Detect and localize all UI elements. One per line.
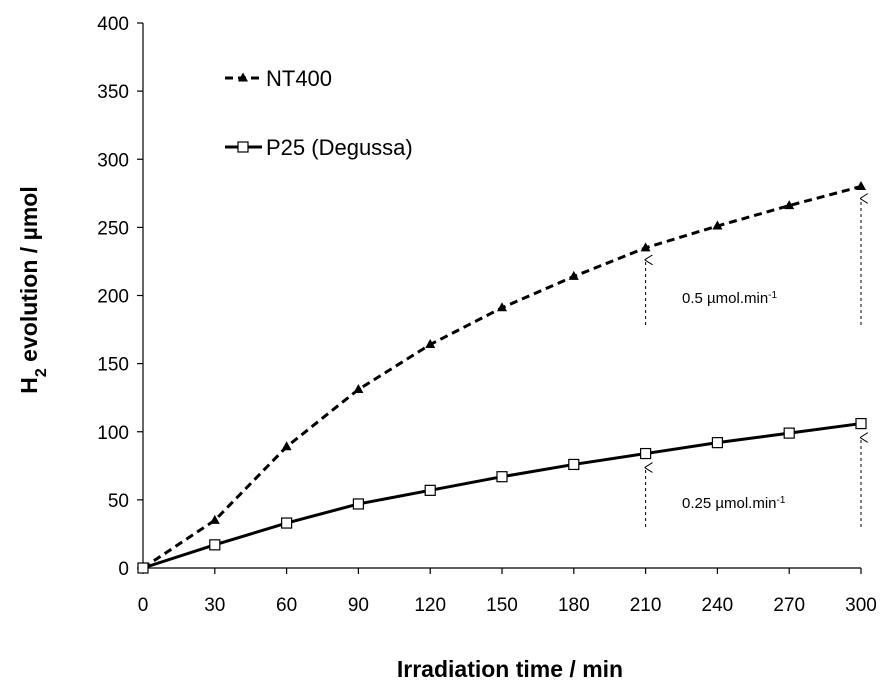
x-tick-label: 210 [630,595,662,616]
data-point [281,441,292,451]
y-axis-title-subscript: 2 [33,368,50,377]
x-tick-label: 90 [348,595,369,616]
data-point [568,270,579,280]
legend-label: NT400 [266,66,332,91]
rate-label-main: 0.5 µmol.min [682,290,768,307]
data-point [425,339,436,349]
data-point [497,302,507,312]
rate-label: 0.25 µmol.min-1 [682,495,786,513]
data-point [209,539,221,551]
x-tick-label: 120 [414,595,446,616]
x-tick-label: 180 [558,595,590,616]
y-tick-label: 400 [97,14,129,35]
x-tick-label: 270 [773,595,805,616]
data-point [568,458,580,471]
y-tick-label: 350 [97,82,129,103]
data-point [639,447,652,460]
x-axis-title: Irradiation time / min [397,656,623,682]
x-tick-label: 300 [845,595,877,616]
axes: 0 50 100 150 200 250 300 350 400 0 30 60 90 120 150 180… [97,14,877,616]
y-tick-label: 0 [118,559,129,580]
y-tick-label: 50 [108,491,129,512]
data-point [281,517,293,529]
data-point [784,200,795,210]
legend-item-2: P25 (Degussa) [225,135,413,160]
data-point [424,484,436,496]
rate-label-main: 0.25 µmol.min [682,495,777,512]
data-point [353,384,364,394]
legend-label: P25 (Degussa) [266,135,413,160]
data-point [496,471,508,483]
y-tick-label: 100 [97,423,129,444]
series-1 [138,181,866,572]
series-2 [137,417,867,574]
x-tick-label: 150 [486,595,518,616]
data-point [352,498,364,510]
data-point [640,242,651,252]
y-axis-title-main: H [16,377,42,394]
annotation-layer: 0.5 µmol.min-10.25 µmol.min-1 [646,199,861,527]
y-tick-label: 250 [97,218,129,239]
legend-marker [237,141,249,153]
data-point [209,514,220,524]
y-tick-label: 200 [97,287,129,308]
series-layer [137,181,867,574]
x-tick-label: 0 [138,595,149,616]
y-tick-label: 150 [97,355,129,376]
y-tick-label: 300 [97,150,129,171]
rate-label-superscript: -1 [768,290,777,301]
rate-label: 0.5 µmol.min-1 [682,290,778,308]
legend-marker [238,72,248,82]
x-tick-label: 30 [204,595,225,616]
rate-annotation-1: 0.5 µmol.min-1 [646,199,861,325]
y-axis-title: H2 evolution / µmol [16,186,50,393]
data-point [711,437,724,449]
y-axis-title-rest: evolution / µmol [16,186,42,368]
rate-label-superscript: -1 [777,495,786,506]
legend: NT400 P25 (Degussa) [225,66,413,160]
data-point [856,181,866,190]
x-tick-label: 60 [276,595,297,616]
data-point [712,220,723,230]
legend-item-1: NT400 [225,66,332,91]
x-tick-label: 240 [702,595,734,616]
data-point [137,562,149,574]
data-point [855,417,867,430]
rate-annotation-2: 0.25 µmol.min-1 [646,438,861,527]
data-point [783,427,795,439]
